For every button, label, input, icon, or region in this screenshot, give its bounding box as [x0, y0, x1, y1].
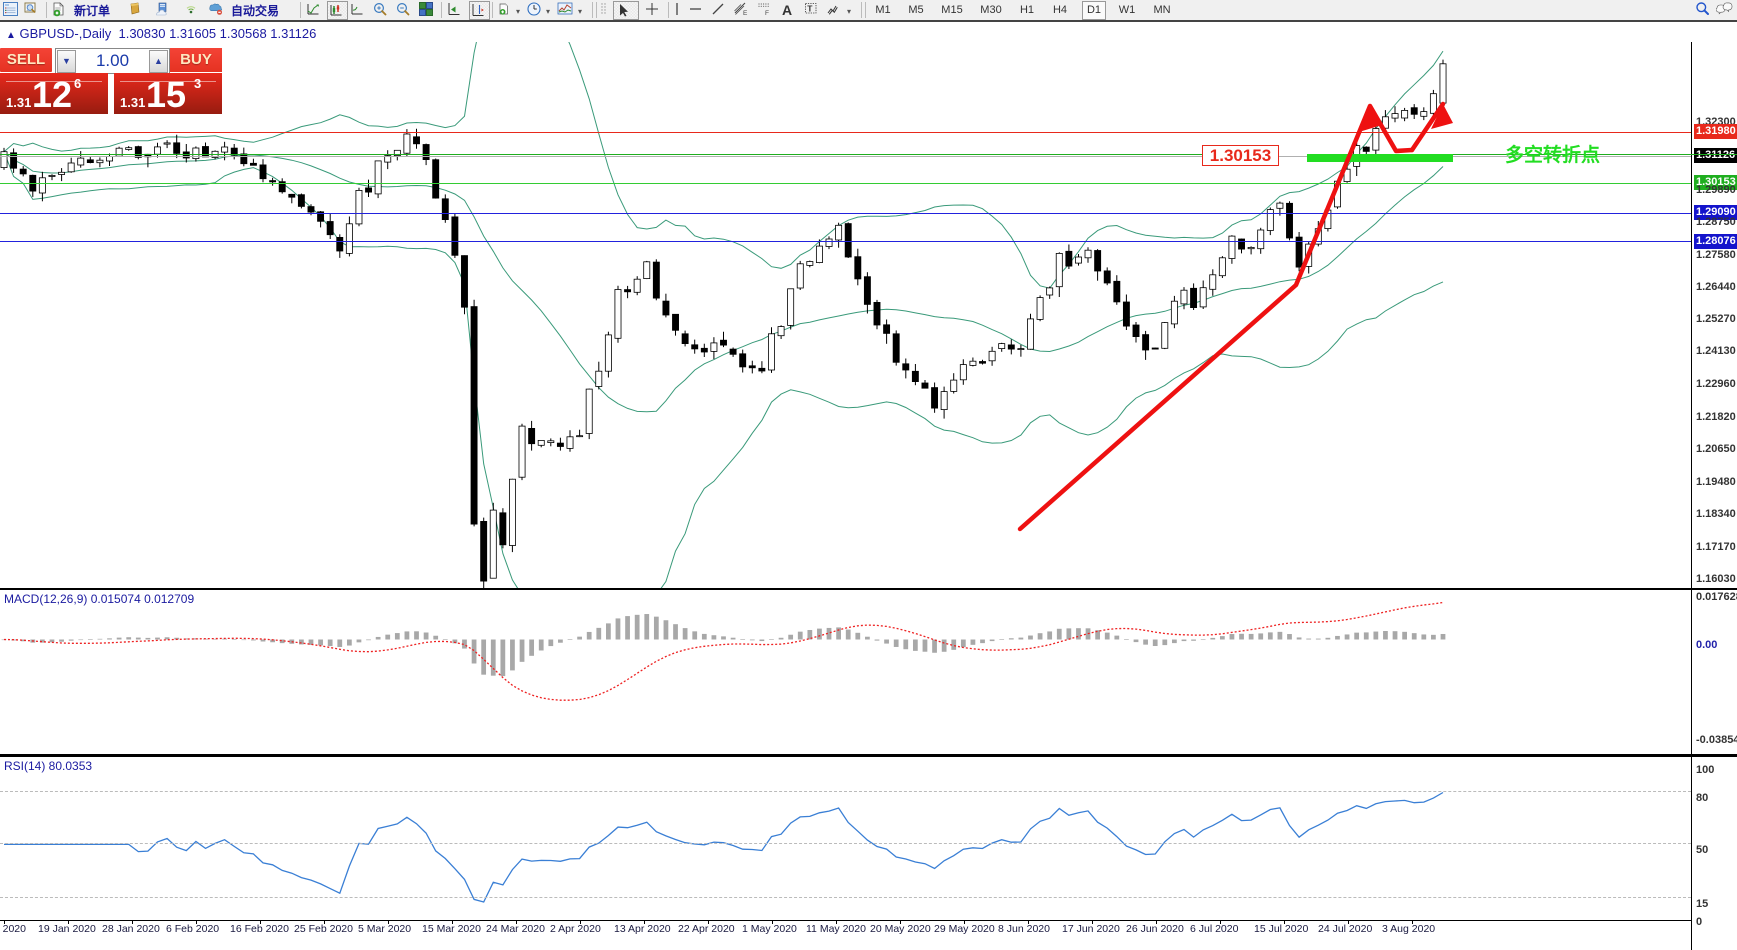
svg-text:F: F — [765, 10, 769, 17]
svg-text:E: E — [743, 10, 748, 17]
svg-text:T: T — [807, 4, 813, 14]
